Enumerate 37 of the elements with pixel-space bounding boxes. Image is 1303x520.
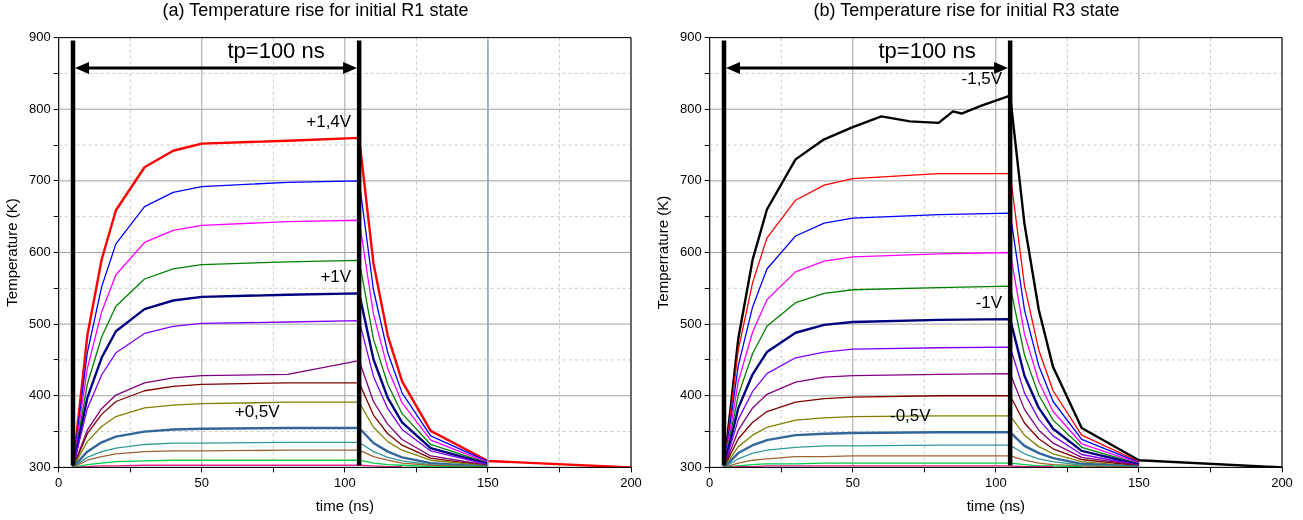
legend-label: -1,5V (961, 69, 1003, 89)
y-tick-label: 300 (679, 458, 702, 474)
chart-title: (a) Temperature rise for initial R1 state (162, 0, 469, 20)
x-tick-label: 100 (333, 474, 356, 490)
y-tick-label: 500 (28, 315, 51, 331)
x-tick-label: 0 (55, 474, 63, 490)
y-tick-label: 900 (679, 29, 702, 45)
y-axis-title: Temperrature (K) (654, 195, 672, 310)
x-axis-title: time (ns) (966, 497, 1026, 515)
x-tick-label: 100 (984, 474, 1007, 490)
x-tick-label: 0 (706, 474, 714, 490)
y-tick-label: 500 (679, 315, 702, 331)
annotation: tp=100 ns (878, 37, 976, 63)
x-tick-label: 150 (1128, 474, 1150, 490)
series-label: +0,5V (234, 401, 281, 421)
y-tick-label: 800 (28, 100, 51, 116)
y-tick-label: 400 (28, 387, 51, 403)
x-axis-title: time (ns) (315, 497, 375, 515)
series-label: -1V (975, 292, 1003, 312)
y-tick-label: 700 (28, 172, 51, 188)
x-tick-label: 200 (1271, 474, 1293, 490)
x-tick-label: 150 (477, 474, 499, 490)
y-tick-label: 300 (28, 458, 51, 474)
y-tick-label: 900 (28, 29, 51, 45)
x-tick-label: 50 (845, 474, 860, 490)
y-tick-label: 400 (679, 387, 702, 403)
series-label: +1,4V (306, 111, 352, 131)
annotation: tp=100 ns (227, 37, 325, 63)
y-tick-label: 600 (679, 244, 702, 260)
x-tick-label: 50 (194, 474, 209, 490)
series-label: +1V (320, 267, 352, 287)
y-tick-label: 800 (679, 100, 702, 116)
y-axis-title: Temperature (K) (3, 198, 21, 307)
chart-title: (b) Temperature rise for initial R3 state (813, 0, 1120, 20)
y-tick-label: 700 (679, 172, 702, 188)
x-tick-label: 200 (620, 474, 642, 490)
y-tick-label: 600 (28, 244, 51, 260)
